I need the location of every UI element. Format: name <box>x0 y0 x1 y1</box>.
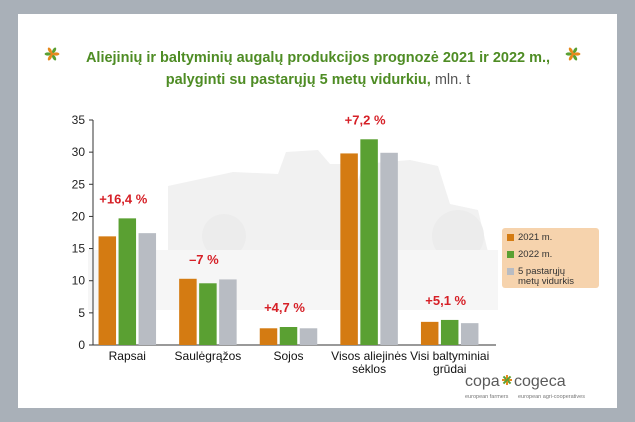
flower-petal <box>47 54 53 61</box>
wheel-shape <box>202 214 246 258</box>
logo-sub-copa: european farmers <box>465 394 509 400</box>
flower-center <box>50 52 54 56</box>
flower-icon-right <box>565 47 581 61</box>
bar <box>380 152 398 345</box>
bar <box>460 323 479 345</box>
y-tick-label: 20 <box>72 209 86 223</box>
bar <box>360 139 378 345</box>
x-tick-label: grūdai <box>433 362 466 376</box>
copa-cogeca-logo: copa cogeca european farmers european agri-… <box>465 373 585 400</box>
flower-petal <box>574 52 581 56</box>
flower-icon-left <box>44 47 60 61</box>
flower-center <box>571 52 575 56</box>
bar <box>199 283 217 345</box>
chart-title-main: palyginti su pastarųjų 5 metų vidurkiu, <box>166 72 435 88</box>
field-shape <box>88 250 498 310</box>
chart-title-unit: mln. t <box>435 72 470 88</box>
bar <box>279 327 298 345</box>
logo-word-copa: copa <box>465 373 500 390</box>
flower-petal <box>51 54 57 61</box>
y-tick-label: 10 <box>72 274 86 288</box>
flower-petal <box>44 52 51 56</box>
bar <box>299 328 318 345</box>
chart-svg: Aliejinių ir baltyminių augalų produkcij… <box>44 47 599 400</box>
flower-petal <box>568 54 574 61</box>
y-tick-label: 30 <box>72 145 86 159</box>
x-tick-label: sėklos <box>352 362 386 376</box>
flower-petal <box>565 52 572 56</box>
bar <box>259 328 278 345</box>
x-tick-label: Visos aliejinės <box>331 349 407 363</box>
legend-box <box>502 228 599 288</box>
x-tick-label: Rapsai <box>109 349 146 363</box>
x-axis-labels: Rapsai Saulėgrąžos Sojos Visos aliejinėssėk… <box>109 349 490 376</box>
legend-label: metų vidurkis <box>518 276 574 287</box>
legend-swatch <box>507 251 514 258</box>
bar <box>420 321 439 345</box>
logo-sub-cogeca: european agri-cooperatives <box>518 394 585 400</box>
flower-petal <box>572 47 578 54</box>
flower-petal <box>47 47 53 54</box>
flower-petal <box>53 52 60 56</box>
chart-title-line2: palyginti su pastarųjų 5 metų vidurkiu, … <box>166 72 471 88</box>
y-tick-label: 0 <box>78 338 85 352</box>
x-tick-label: Saulėgrąžos <box>175 349 242 363</box>
chart-card: Aliejinių ir baltyminių augalų produkcij… <box>18 14 617 408</box>
bar <box>179 278 197 345</box>
legend-swatch <box>507 234 514 241</box>
x-tick-label: Sojos <box>273 349 303 363</box>
logo-word-cogeca: cogeca <box>514 373 566 390</box>
data-annotation: +4,7 % <box>264 300 305 315</box>
legend-label: 2021 m. <box>518 232 552 243</box>
data-annotation: +16,4 % <box>99 191 148 206</box>
annotations: +16,4 % –7 % +4,7 % +7,2 % +5,1 % <box>99 112 466 315</box>
bars <box>98 139 479 345</box>
bar <box>138 233 157 345</box>
chart-title-line1: Aliejinių ir baltyminių augalų produkcij… <box>86 50 550 66</box>
bar <box>340 153 358 345</box>
decor-icons <box>44 47 581 61</box>
data-annotation: +5,1 % <box>425 293 466 308</box>
legend-swatch <box>507 268 514 275</box>
legend-label: 2022 m. <box>518 249 552 260</box>
data-annotation: –7 % <box>189 252 219 267</box>
x-tick-label: Visi baltyminiai <box>410 349 489 363</box>
logo-star <box>502 375 512 385</box>
y-tick-label: 25 <box>72 177 86 191</box>
wheel-shape <box>432 210 484 262</box>
bar <box>440 319 459 345</box>
bar <box>98 236 117 345</box>
flower-petal <box>568 47 574 54</box>
data-annotation: +7,2 % <box>345 112 386 127</box>
flower-petal <box>51 47 57 54</box>
bar <box>219 279 237 345</box>
bar <box>118 218 137 345</box>
y-tick-label: 35 <box>72 113 86 127</box>
y-tick-label: 5 <box>78 306 85 320</box>
y-tick-label: 15 <box>72 242 86 256</box>
legend-label: 5 pastarųjų <box>518 266 565 277</box>
flower-petal <box>572 54 578 61</box>
chart-title: Aliejinių ir baltyminių augalų produkcij… <box>86 50 550 88</box>
